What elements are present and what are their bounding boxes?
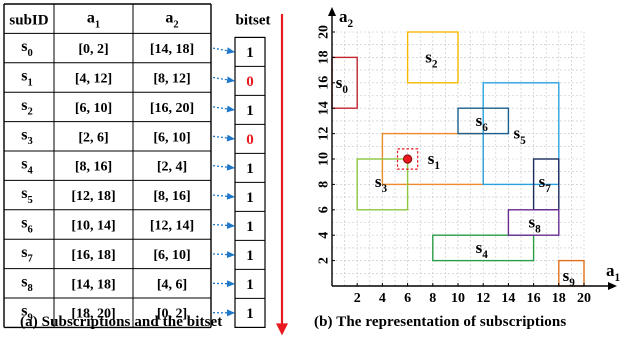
table-row: s7 [16, 18] [6, 10] [21,244,190,265]
y-tick-label: 18 [317,50,332,64]
row-a2-range: [16, 20] [150,101,194,116]
rect-label-s4: s4 [476,238,489,261]
rect-label-s3: s3 [375,172,388,195]
table-row: s0 [0, 2] [14, 18] [21,38,194,59]
row-subid: s8 [21,273,33,294]
scan-arrow-head [276,323,288,335]
x-tick-label: 18 [552,291,566,306]
subscription-table-panel: subID a1 a2 bitset s0 [0, 2] [14, 18] 1 s1 [4, 12… [0,0,300,345]
row-to-bit-arrow [213,254,234,255]
row-a2-range: [4, 6] [157,277,187,292]
row-to-bit-arrow [213,166,234,168]
x-tick-label: 12 [476,291,490,306]
row-subid: s6 [21,215,33,236]
header-subid: subID [9,13,48,29]
table-row: s5 [12, 18] [8, 16] [21,185,190,206]
header-a2: a2 [165,10,178,31]
y-tick-label: 14 [317,101,332,115]
y-tick-label: 2 [317,257,332,264]
bitset-value: 1 [246,248,254,264]
row-a1-range: [4, 12] [75,72,112,87]
y-axis-label: a2 [339,7,354,30]
row-a2-range: [8, 12] [153,72,190,87]
x-tick-label: 14 [501,291,515,306]
row-subid: s1 [21,68,33,89]
event-point [403,155,411,163]
y-axis-arrowhead [328,7,336,16]
table-row: s6 [10, 14] [12, 14] [21,215,194,236]
row-a1-range: [16, 18] [71,248,115,263]
bitset-value: 1 [246,45,254,61]
x-tick-label: 16 [527,291,541,306]
row-a1-range: [8, 16] [75,160,112,175]
y-tick-label: 8 [317,181,332,188]
row-to-bit-arrow [213,283,234,284]
rect-label-s8: s8 [529,213,542,236]
y-tick-label: 6 [317,206,332,213]
x-tick-label: 10 [451,291,465,306]
x-tick-label: 20 [577,291,591,306]
table-row: s3 [2, 6] [6, 10] [21,126,190,147]
row-a1-range: [0, 2] [78,42,108,57]
rect-label-s2: s2 [425,47,438,70]
y-tick-label: 10 [317,152,332,166]
row-a2-range: [6, 10] [153,248,190,263]
table-row: s4 [8, 16] [2, 4] [21,156,187,177]
x-tick-label: 4 [379,291,386,306]
bitset-value: 0 [246,132,254,148]
rect-label-s0: s0 [336,73,349,96]
row-subid: s7 [21,244,33,265]
y-tick-label: 4 [317,232,332,239]
table-row: s8 [14, 18] [4, 6] [21,273,187,294]
bitset-value: 1 [246,190,254,206]
row-a2-range: [2, 4] [157,160,187,175]
x-tick-label: 8 [429,291,436,306]
row-a1-range: [10, 14] [71,219,115,234]
row-to-bit-arrow [213,107,234,110]
row-to-bit-arrow [213,48,234,52]
bitset-value: 1 [246,219,254,235]
rect-label-s7: s7 [539,172,552,195]
rect-label-s1: s1 [428,149,441,172]
rect-label-s5: s5 [513,124,526,147]
bitset-value: 1 [246,161,254,177]
header-bitset: bitset [236,13,271,29]
row-a2-range: [12, 14] [150,219,194,234]
row-a2-range: [8, 16] [153,189,190,204]
rect-label-s6: s6 [476,111,489,134]
row-a1-range: [12, 18] [71,189,115,204]
row-to-bit-arrow [213,136,234,139]
row-to-bit-arrow [213,78,234,81]
x-tick-label: 6 [404,291,411,306]
row-a2-range: [14, 18] [150,42,194,57]
header-a1: a1 [87,10,100,31]
row-a2-range: [6, 10] [153,130,190,145]
bitset-value: 1 [246,277,254,293]
bitset-value: 1 [246,103,254,119]
subscription-plot: s0s1s2s3s4s5s6s7s8s922446688101012121414… [300,0,621,345]
x-tick-label: 2 [354,291,361,306]
row-to-bit-arrow [213,225,234,226]
caption-a: (a) Subscriptions and the bitset [20,314,222,331]
row-subid: s5 [21,185,33,206]
bitset-value: 0 [246,74,254,90]
row-to-bit-arrow [213,195,234,197]
row-subid: s4 [21,156,33,177]
row-a1-range: [14, 18] [71,277,115,292]
caption-b: (b) The representation of subscriptions [314,314,566,331]
row-a1-range: [2, 6] [78,130,108,145]
subscription-table: subID a1 a2 bitset s0 [0, 2] [14, 18] 1 s1 [4, 12… [0,0,300,345]
table-row: s1 [4, 12] [8, 12] [21,68,190,89]
y-tick-label: 16 [317,76,332,90]
table-row: s2 [6, 10] [16, 20] [21,97,194,118]
bitset-value: 1 [246,306,254,322]
row-subid: s3 [21,126,33,147]
row-subid: s2 [21,97,33,118]
y-tick-label: 12 [317,127,332,141]
row-a1-range: [6, 10] [75,101,112,116]
row-subid: s0 [21,38,33,59]
y-tick-label: 20 [317,25,332,39]
x-axis-label: a1 [606,261,621,284]
